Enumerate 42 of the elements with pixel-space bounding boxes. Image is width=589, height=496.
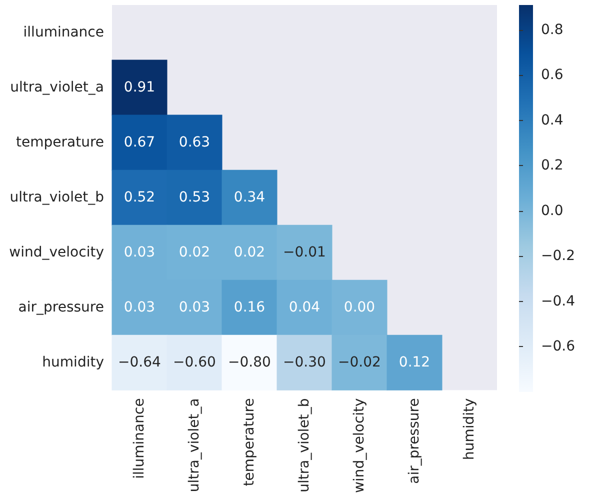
y-tick-label: illuminance — [23, 24, 104, 41]
data-label: 0.03 — [178, 300, 210, 316]
data-label: 0.52 — [124, 190, 156, 206]
data-label: 0.02 — [178, 244, 210, 261]
x-tick-label: humidity — [462, 398, 478, 460]
data-label: 0.67 — [124, 134, 156, 151]
data-label: −0.01 — [283, 244, 326, 261]
y-tick-label: wind_velocity — [9, 244, 104, 261]
x-tick-label: temperature — [242, 398, 258, 486]
x-tick-label: wind_velocity — [352, 398, 368, 494]
color-bar-label: 0.6 — [541, 67, 564, 84]
data-label: 0.63 — [178, 134, 210, 151]
color-bar-label: −0.4 — [541, 293, 576, 310]
data-label: −0.30 — [283, 354, 326, 371]
color-bar-label: 0.8 — [541, 22, 564, 38]
y-tick-label: temperature — [16, 134, 104, 151]
y-tick-label: ultra_violet_a — [10, 80, 104, 96]
data-label: −0.02 — [338, 354, 381, 371]
data-label: 0.91 — [124, 80, 156, 96]
data-label: 0.53 — [178, 190, 210, 206]
color-bar-label: −0.6 — [541, 338, 576, 355]
x-tick-label: air_pressure — [406, 398, 422, 484]
data-label: −0.80 — [228, 354, 271, 371]
data-label: 0.03 — [124, 300, 156, 316]
data-label: 0.02 — [234, 244, 266, 261]
color-bar-label: 0.2 — [541, 158, 564, 174]
data-label: 0.16 — [234, 300, 266, 316]
y-tick-label: humidity — [42, 354, 104, 371]
y-tick-label: ultra_violet_b — [10, 190, 104, 206]
x-tick-label: ultra_violet_a — [186, 398, 202, 492]
x-tick-label: ultra_violet_b — [296, 398, 312, 492]
data-label: 0.34 — [234, 190, 266, 206]
data-label: 0.00 — [344, 300, 376, 316]
color-bar-label: 0.4 — [541, 112, 564, 128]
data-label: −0.60 — [173, 354, 216, 371]
data-label: −0.64 — [118, 354, 162, 371]
data-label: 0.04 — [288, 300, 320, 316]
color-bar-label: −0.2 — [541, 248, 575, 264]
data-label: 0.03 — [124, 244, 156, 261]
data-label: 0.12 — [398, 354, 430, 371]
color-bar-label: 0.0 — [541, 202, 564, 219]
y-tick-label: air_pressure — [18, 300, 104, 316]
